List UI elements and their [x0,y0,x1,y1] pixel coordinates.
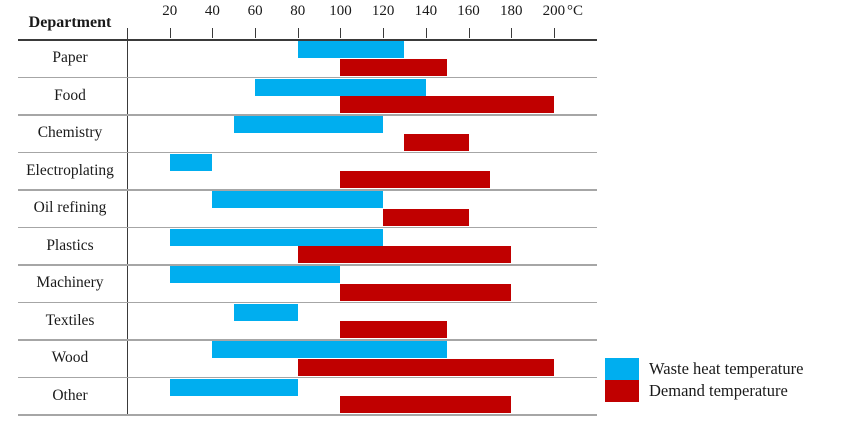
row-separator-line [18,339,597,341]
axis-tick-label: 80 [290,3,306,19]
category-label: Electroplating [26,161,114,179]
waste-heat-bar [212,341,448,358]
category-label: Food [54,86,86,104]
category-label: Plastics [46,236,94,254]
row-separator-line [18,414,597,416]
axis-unit-label: °C [567,3,584,19]
category-label: Textiles [45,311,95,329]
legend-label: Demand temperature [649,381,788,400]
category-label: Machinery [36,274,104,291]
waste-heat-swatch [605,358,639,380]
category-label: Chemistry [37,124,103,141]
legend-item: Waste heat temperature [605,358,803,380]
waste-heat-bar [169,378,298,396]
row-separator-line [18,189,597,191]
axis-tick-label: 140 [414,3,438,19]
axis-line-horizontal [18,39,597,41]
axis-tick-mark [468,28,470,38]
row-separator-line [18,151,597,153]
row-separator-line [18,376,597,378]
axis-tick-mark [169,28,171,38]
waste-heat-bar [297,41,405,58]
demand-bar [297,358,554,376]
row-separator-line [18,226,597,228]
demand-bar [340,58,448,76]
axis-tick-label: 60 [247,3,263,19]
legend-label: Waste heat temperature [649,359,804,378]
row-separator-line [18,76,597,78]
axis-tick-mark [212,28,214,38]
category-label: Wood [51,349,89,366]
axis-tick-mark [383,28,385,38]
axis-tick-label: 120 [371,3,395,19]
category-label: Paper [52,49,88,66]
axis-line-vertical [127,28,128,415]
axis-tick-label: 200 [542,3,566,19]
axis-tick-label: 160 [457,3,480,19]
waste-heat-bar [169,228,384,246]
demand-bar [340,96,554,113]
department-column-header: Department [28,14,112,31]
category-label: Other [52,386,88,404]
demand-bar [383,208,469,226]
demand-bar [340,283,512,301]
waste-heat-bar [233,303,298,321]
demand-bar [340,171,490,188]
demand-bar [340,396,512,413]
row-separator-line [18,301,597,303]
axis-tick-mark [297,28,299,38]
row-separator-line [18,264,597,266]
axis-tick-mark [255,28,257,38]
waste-heat-bar [255,78,426,96]
waste-heat-bar [233,116,384,133]
axis-tick-mark [425,28,427,38]
waste-heat-bar [169,153,213,171]
axis-tick-label: 180 [499,3,523,19]
legend-item: Demand temperature [605,380,803,402]
demand-bar [297,246,512,263]
axis-tick-mark [553,28,555,38]
axis-tick-mark [511,28,513,38]
chart-legend: Waste heat temperature Demand temperature [605,358,803,402]
row-separator-line [18,114,597,116]
axis-tick-label: 100 [329,3,352,19]
axis-tick-mark [340,28,342,38]
waste-heat-bar [212,191,384,208]
waste-heat-bar [169,266,341,283]
demand-swatch [605,380,639,402]
demand-bar [340,321,448,338]
axis-tick-label: 40 [204,3,220,19]
axis-tick-label: 20 [162,3,178,19]
demand-bar [404,133,469,151]
category-label: Oil refining [33,199,107,216]
